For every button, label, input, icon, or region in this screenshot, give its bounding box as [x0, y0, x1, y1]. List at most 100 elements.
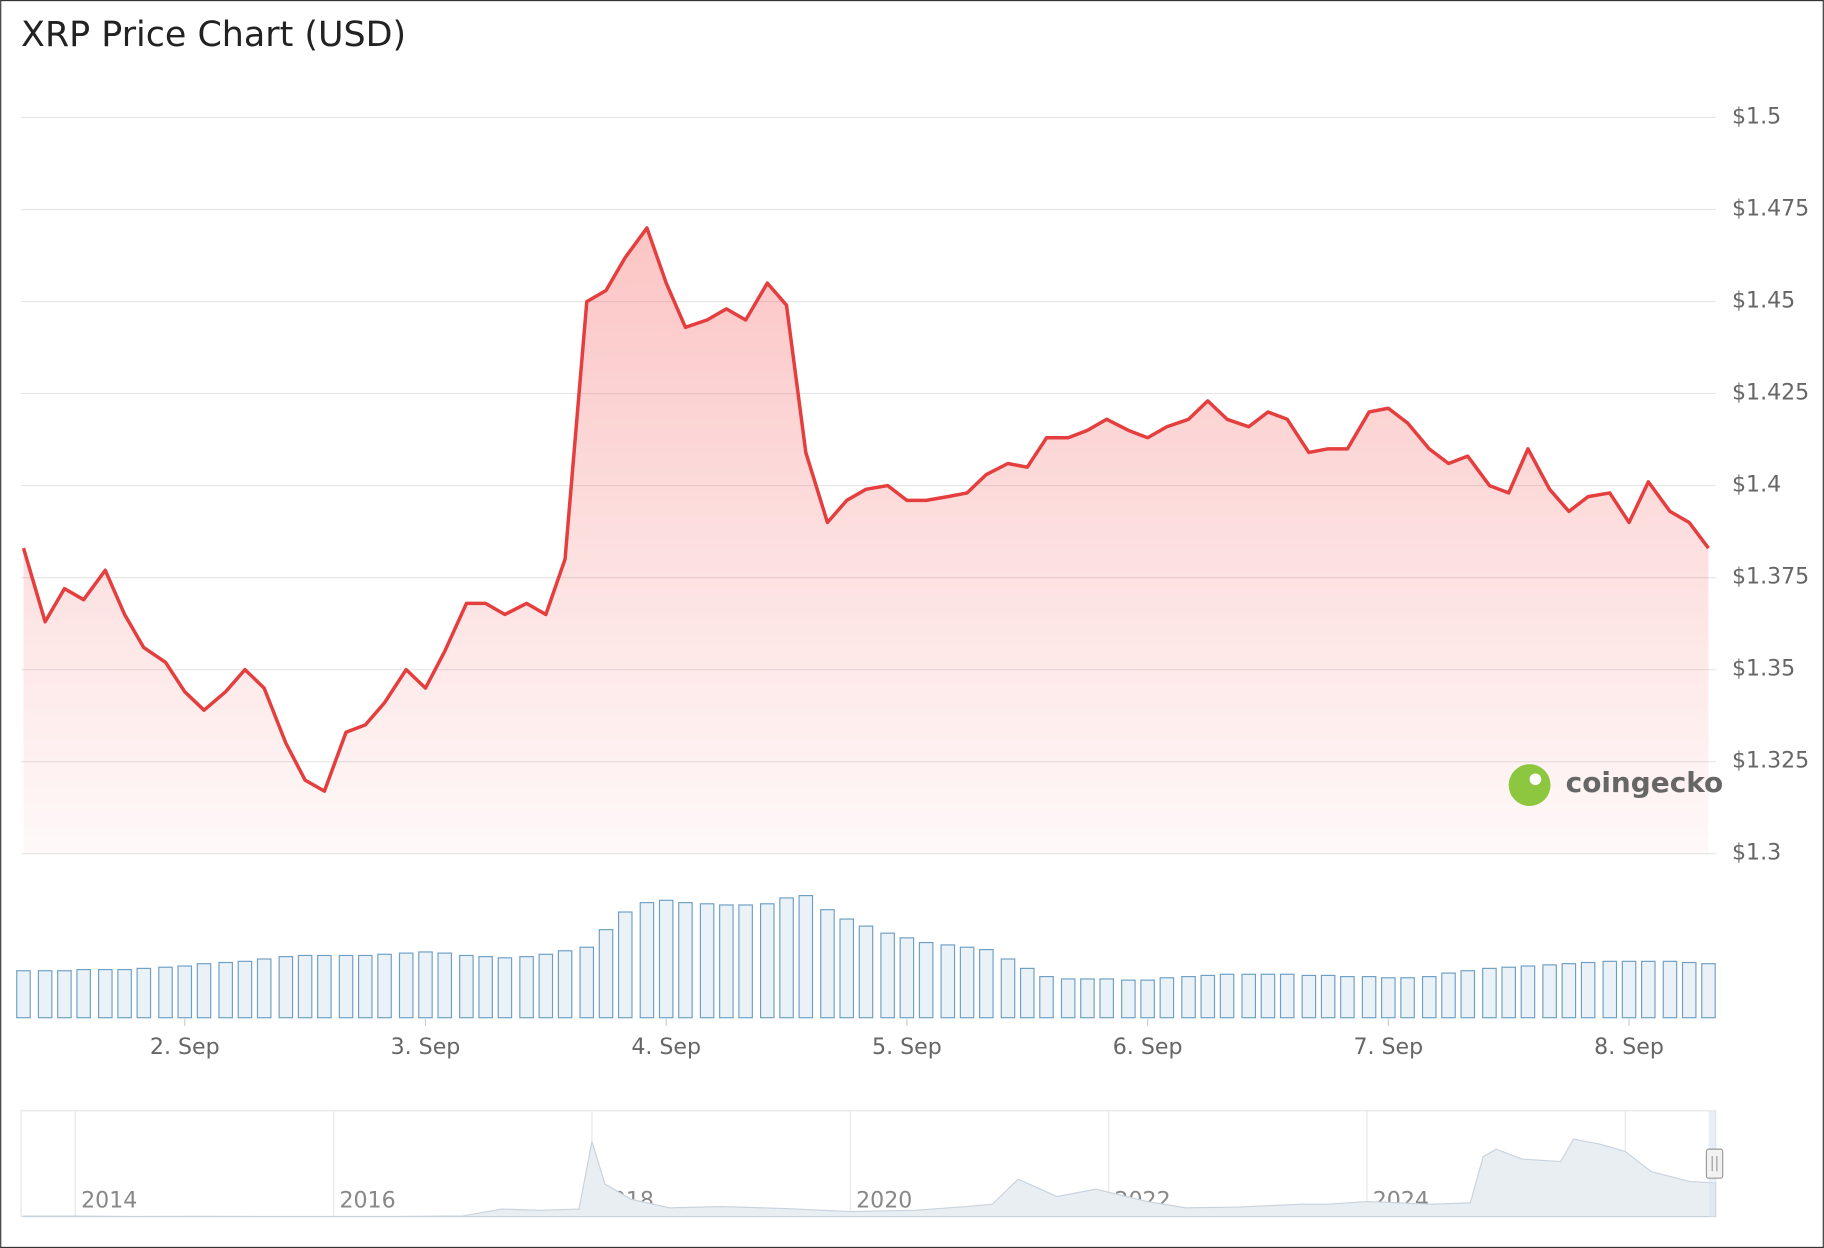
volume-bar: [899, 937, 915, 1019]
volume-bar: [196, 963, 212, 1019]
volume-bar: [1099, 978, 1114, 1019]
volume-bar: [1701, 963, 1716, 1019]
y-tick-label: $1.5: [1732, 103, 1781, 129]
volume-bar: [1320, 974, 1336, 1019]
volume-bar: [76, 968, 91, 1019]
y-tick-label: $1.375: [1732, 564, 1809, 590]
y-tick-label: $1.425: [1732, 380, 1809, 406]
volume-bar: [1602, 960, 1618, 1019]
volume-bar: [497, 957, 513, 1019]
volume-bar: [16, 970, 31, 1019]
volume-bar: [1000, 958, 1016, 1019]
volume-bar: [1621, 960, 1637, 1019]
volume-bar: [1279, 973, 1295, 1019]
y-tick-label: $1.4: [1732, 472, 1781, 498]
volume-bar: [1301, 974, 1317, 1019]
volume-bar: [779, 897, 794, 1019]
volume-bar: [940, 944, 956, 1019]
volume-bar: [1400, 977, 1415, 1019]
volume-bar: [1681, 961, 1697, 1019]
volume-bar: [398, 952, 414, 1019]
volume-bar: [598, 929, 614, 1019]
volume-bar: [798, 895, 814, 1019]
volume-bar: [1542, 964, 1557, 1019]
volume-bar: [617, 911, 633, 1019]
y-tick-label: $1.475: [1732, 196, 1809, 222]
y-tick-label: $1.3: [1732, 840, 1781, 866]
volume-bar: [158, 966, 173, 1019]
volume-bar: [459, 954, 474, 1019]
price-line: [21, 226, 1710, 793]
volume-bar: [256, 958, 272, 1019]
volume-bar: [639, 902, 655, 1019]
watermark-logo: [1508, 764, 1551, 807]
volume-bar: [820, 909, 835, 1019]
watermark: coingecko: [1508, 764, 1724, 807]
navigator-tick-label: 2020: [856, 1187, 912, 1213]
volume-bar: [136, 967, 152, 1019]
volume-bar: [880, 932, 895, 1019]
volume-bar: [37, 970, 53, 1019]
volume-bar: [1200, 974, 1216, 1019]
volume-bar: [478, 956, 493, 1019]
x-tick-label: 7. Sep: [1353, 1034, 1423, 1060]
x-tick-label: 8. Sep: [1594, 1034, 1664, 1060]
volume-bar: [1381, 977, 1396, 1019]
navigator-handle: [1705, 1148, 1724, 1179]
volume-bar: [1060, 978, 1076, 1019]
volume-bar: [918, 941, 934, 1019]
watermark-logo-eye: [1529, 773, 1542, 786]
volume-bar: [1219, 973, 1235, 1019]
y-tick-label: $1.325: [1732, 748, 1809, 774]
volume-bar: [979, 949, 994, 1019]
volume-bar: [699, 903, 715, 1019]
volume-bar: [117, 968, 132, 1019]
y-tick-label: $1.45: [1732, 288, 1795, 314]
volume-bar: [538, 953, 554, 1019]
volume-bar: [1501, 966, 1516, 1019]
volume-bar: [1361, 976, 1377, 1019]
volume-bar: [1460, 970, 1476, 1019]
volume-bar: [357, 954, 373, 1019]
navigator-tick-label: 2014: [81, 1187, 137, 1213]
volume-bar: [1039, 976, 1054, 1019]
volume-bar: [297, 954, 313, 1019]
y-tick-label: $1.35: [1732, 656, 1795, 682]
volume-bar: [719, 904, 734, 1019]
x-tick-label: 4. Sep: [631, 1034, 701, 1060]
volume-bar: [237, 960, 253, 1019]
volume-bar: [177, 965, 193, 1019]
volume-bar: [658, 899, 674, 1019]
watermark-text: coingecko: [1566, 766, 1724, 799]
volume-bar: [759, 903, 775, 1019]
volume-bar: [418, 951, 433, 1019]
volume-bar: [1019, 967, 1035, 1019]
x-tick-label: 2. Sep: [150, 1034, 220, 1060]
volume-bar: [678, 902, 693, 1019]
x-tick-label: 5. Sep: [872, 1034, 942, 1060]
chart-title: XRP Price Chart (USD): [21, 15, 406, 55]
volume-bar: [1520, 965, 1536, 1019]
x-tick-label: 6. Sep: [1113, 1034, 1183, 1060]
volume-bar: [1662, 960, 1678, 1019]
x-tick-label: 3. Sep: [391, 1034, 461, 1060]
volume-bar: [1421, 976, 1437, 1019]
volume-bar: [738, 904, 753, 1019]
volume-bar: [1241, 973, 1257, 1019]
volume-bar: [1580, 961, 1596, 1019]
volume-bar: [437, 952, 453, 1019]
volume-bar: [1641, 960, 1656, 1019]
volume-bar: [1159, 977, 1175, 1019]
volume-bar: [1080, 978, 1095, 1019]
volume-bar: [1561, 963, 1577, 1019]
volume-bar: [1441, 972, 1456, 1019]
volume-bar: [1482, 967, 1497, 1019]
volume-bar: [278, 956, 294, 1019]
volume-bar: [519, 956, 534, 1019]
volume-bar: [98, 968, 113, 1019]
volume-bar: [377, 953, 392, 1019]
volume-bar: [839, 918, 855, 1019]
volume-bar: [57, 970, 72, 1019]
volume-bar: [557, 950, 573, 1019]
